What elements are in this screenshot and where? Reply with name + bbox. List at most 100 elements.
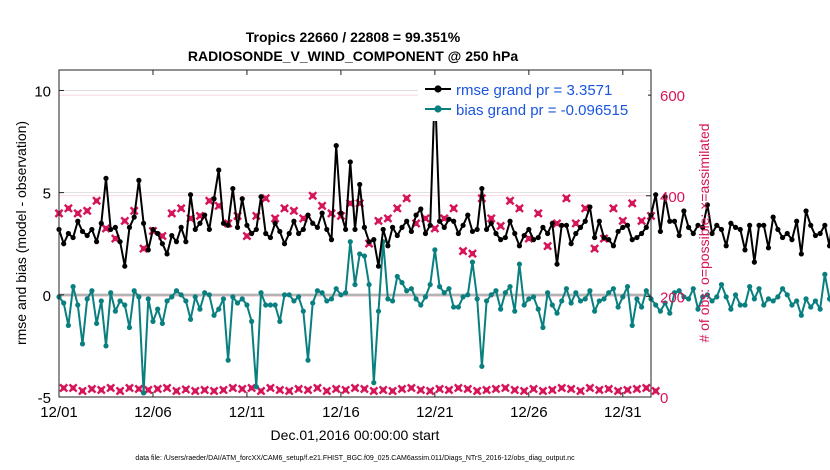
obs-possible-marker xyxy=(482,385,492,395)
obs-possible-marker xyxy=(275,385,285,395)
rmse-point xyxy=(281,241,288,247)
obs-dot xyxy=(653,388,659,394)
bias-point xyxy=(84,296,90,302)
rmse-point xyxy=(469,228,476,235)
bias-point xyxy=(122,302,128,308)
bias-point xyxy=(667,310,673,316)
obs-possible-marker xyxy=(106,383,116,393)
bias-point xyxy=(234,300,241,306)
rmse-point xyxy=(427,222,433,228)
obs-assimilated-marker xyxy=(327,208,336,218)
bias-point xyxy=(202,290,208,296)
y2-axis-label: # of obs: o=possible; ×=assimilated xyxy=(696,123,712,342)
obs-dot xyxy=(371,388,377,394)
bias-point xyxy=(798,312,804,318)
rmse-point xyxy=(324,226,330,233)
rmse-point xyxy=(145,247,151,253)
bias-point xyxy=(624,284,631,290)
rmse-point xyxy=(244,222,250,228)
rmse-point xyxy=(516,243,523,249)
rmse-point xyxy=(333,143,339,149)
rmse-point xyxy=(775,226,781,233)
obs-dot xyxy=(277,387,283,393)
rmse-point xyxy=(601,234,607,241)
bias-point xyxy=(267,302,274,308)
bias-point xyxy=(808,304,814,310)
bias-point xyxy=(281,292,288,298)
obs-dot xyxy=(79,388,86,394)
obs-dot xyxy=(483,387,490,393)
rmse-point xyxy=(455,230,461,237)
bias-point xyxy=(718,281,725,288)
rmse-point xyxy=(742,247,748,253)
obs-possible-marker xyxy=(547,385,557,395)
bias-point xyxy=(173,288,180,294)
rmse-point xyxy=(253,226,259,233)
rmse-point xyxy=(98,220,104,226)
rmse-point xyxy=(709,230,715,237)
rmse-point xyxy=(761,222,767,228)
rmse-point xyxy=(140,220,147,226)
bias-point xyxy=(530,294,537,300)
rmse-point xyxy=(436,218,443,224)
rmse-point xyxy=(108,226,114,233)
rmse-point xyxy=(413,212,419,218)
rmse-point xyxy=(197,220,203,226)
bias-point xyxy=(502,290,508,296)
rmse-point xyxy=(728,220,734,226)
obs-dot xyxy=(540,388,546,394)
bias-point xyxy=(756,286,762,292)
rmse-point xyxy=(732,224,739,230)
bias-point xyxy=(728,306,734,312)
bias-point xyxy=(314,288,321,294)
bias-point xyxy=(93,320,100,327)
obs-dot xyxy=(183,386,189,393)
obs-assimilated-marker xyxy=(618,216,628,226)
obs-assimilated-marker xyxy=(561,193,571,203)
y-tick-label: 10 xyxy=(34,83,51,100)
bias-point xyxy=(230,294,236,300)
rmse-point xyxy=(230,185,236,192)
rmse-point xyxy=(718,226,725,233)
bias-point xyxy=(140,390,147,396)
obs-possible-marker xyxy=(162,383,172,393)
bias-point xyxy=(826,296,830,302)
obs-assimilated-marker xyxy=(374,216,383,226)
obs-dot xyxy=(615,388,621,394)
obs-possible-marker xyxy=(651,386,661,396)
bias-point xyxy=(216,306,222,312)
rmse-point xyxy=(65,230,71,237)
obs-possible-marker xyxy=(87,384,97,394)
rmse-point xyxy=(751,259,757,265)
obs-assimilated-marker xyxy=(571,218,581,228)
rmse-point xyxy=(418,206,424,212)
rmse-point xyxy=(747,222,753,228)
obs-possible-marker xyxy=(425,386,435,396)
rmse-point xyxy=(479,185,485,192)
bias-point xyxy=(822,271,828,277)
bias-point xyxy=(408,286,414,292)
rmse-point xyxy=(155,230,161,237)
obs-dot xyxy=(620,218,626,224)
rmse-point xyxy=(211,196,217,202)
obs-dot xyxy=(446,387,452,393)
obs-possible-marker xyxy=(200,385,210,395)
obs-assimilated-marker xyxy=(458,246,468,256)
obs-assimilated-marker xyxy=(167,208,177,218)
obs-assimilated-marker xyxy=(533,208,543,218)
obs-dot xyxy=(272,215,278,222)
rmse-point xyxy=(150,226,156,233)
obs-possible-marker xyxy=(331,384,341,394)
bias-point xyxy=(601,296,607,302)
bias-point xyxy=(554,310,560,316)
bias-point xyxy=(803,296,809,302)
obs-dot xyxy=(582,205,588,211)
rmse-point xyxy=(690,230,696,237)
bias-point xyxy=(455,304,461,310)
bias-point xyxy=(103,343,109,349)
obs-dot xyxy=(108,385,114,391)
obs-dot xyxy=(216,203,222,209)
rmse-point xyxy=(502,234,508,241)
rmse-point xyxy=(714,222,720,228)
rmse-point xyxy=(61,241,67,247)
